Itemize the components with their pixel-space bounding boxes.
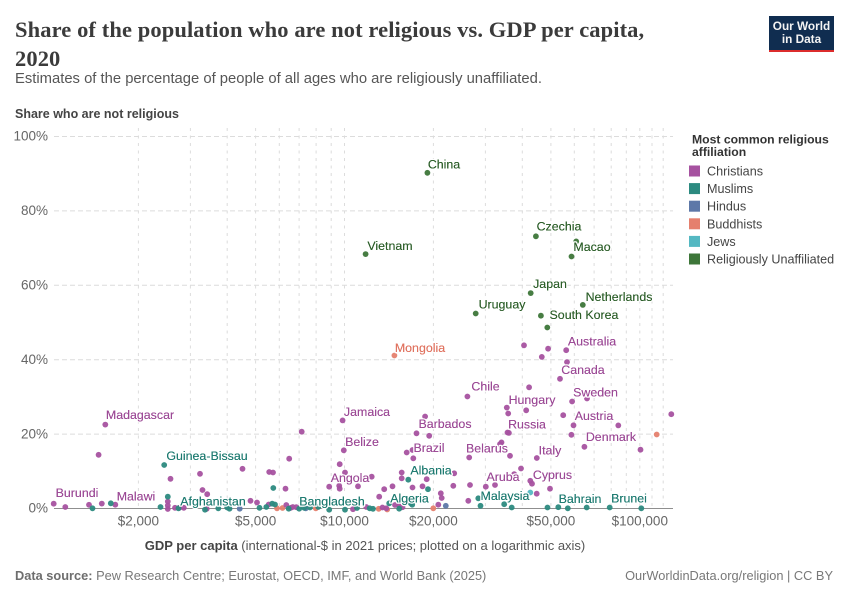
svg-text:Italy: Italy — [539, 444, 563, 458]
svg-text:Aruba: Aruba — [486, 470, 519, 484]
svg-text:Bahrain: Bahrain — [559, 492, 602, 506]
svg-text:Christians: Christians — [707, 165, 763, 179]
svg-text:Mongolia: Mongolia — [395, 341, 445, 355]
svg-text:Angola: Angola — [331, 471, 370, 485]
svg-text:Afghanistan: Afghanistan — [180, 495, 246, 509]
svg-text:Brazil: Brazil — [414, 441, 445, 455]
svg-text:Japan: Japan — [533, 277, 567, 291]
svg-text:Russia: Russia — [508, 418, 546, 432]
svg-text:Malawi: Malawi — [117, 490, 156, 504]
svg-text:Cyprus: Cyprus — [533, 468, 572, 482]
svg-text:Cyprus: Cyprus — [533, 468, 572, 482]
svg-text:Bangladesh: Bangladesh — [299, 495, 365, 509]
svg-text:$10,000: $10,000 — [320, 514, 369, 529]
svg-text:Netherlands: Netherlands — [586, 290, 653, 304]
svg-text:Guinea-Bissau: Guinea-Bissau — [166, 449, 247, 463]
svg-text:Algeria: Algeria — [390, 492, 429, 506]
svg-text:Italy: Italy — [539, 444, 563, 458]
svg-text:Brazil: Brazil — [414, 441, 445, 455]
svg-text:Austria: Austria — [575, 409, 614, 423]
svg-text:Netherlands: Netherlands — [586, 290, 653, 304]
svg-text:Algeria: Algeria — [390, 492, 429, 506]
svg-text:Russia: Russia — [508, 418, 546, 432]
svg-text:Muslims: Muslims — [707, 182, 753, 196]
svg-text:Most common religious: Most common religious — [692, 133, 829, 147]
svg-text:Mongolia: Mongolia — [395, 341, 445, 355]
svg-text:Vietnam: Vietnam — [367, 239, 412, 253]
svg-text:Vietnam: Vietnam — [367, 239, 412, 253]
svg-text:Jamaica: Jamaica — [344, 405, 390, 419]
svg-text:Denmark: Denmark — [586, 430, 637, 444]
svg-text:Barbados: Barbados — [418, 417, 471, 431]
svg-text:Malawi: Malawi — [117, 490, 156, 504]
svg-text:Hungary: Hungary — [509, 393, 557, 407]
svg-text:China: China — [428, 157, 460, 171]
svg-text:Australia: Australia — [568, 335, 616, 349]
svg-text:China: China — [428, 157, 460, 171]
svg-text:South Korea: South Korea — [550, 308, 619, 322]
svg-text:Canada: Canada — [561, 363, 605, 377]
svg-text:$5,000: $5,000 — [235, 514, 276, 529]
svg-text:Madagascar: Madagascar — [106, 408, 174, 422]
svg-text:Belize: Belize — [345, 435, 379, 449]
svg-text:Malaysia: Malaysia — [481, 489, 530, 503]
svg-text:Jews: Jews — [707, 235, 736, 249]
svg-text:Bahrain: Bahrain — [559, 492, 602, 506]
svg-text:Malaysia: Malaysia — [481, 489, 530, 503]
svg-text:GDP per capita (international-: GDP per capita (international-$ in 2021 … — [145, 538, 586, 553]
svg-text:$2,000: $2,000 — [118, 514, 159, 529]
svg-text:Angola: Angola — [331, 471, 370, 485]
svg-text:Uruguay: Uruguay — [479, 297, 527, 311]
svg-text:Bangladesh: Bangladesh — [299, 495, 365, 509]
svg-text:Sweden: Sweden — [573, 386, 618, 400]
svg-text:Denmark: Denmark — [586, 430, 637, 444]
svg-text:Guinea-Bissau: Guinea-Bissau — [166, 449, 247, 463]
svg-text:Czechia: Czechia — [537, 220, 582, 234]
svg-text:0%: 0% — [28, 501, 48, 516]
svg-text:20%: 20% — [21, 426, 48, 441]
svg-text:Chile: Chile — [471, 380, 499, 394]
svg-text:60%: 60% — [21, 278, 48, 293]
svg-text:80%: 80% — [21, 203, 48, 218]
svg-text:40%: 40% — [21, 352, 48, 367]
svg-text:Czechia: Czechia — [537, 220, 582, 234]
svg-text:$100,000: $100,000 — [612, 514, 668, 529]
svg-text:Hungary: Hungary — [509, 393, 557, 407]
svg-text:Madagascar: Madagascar — [106, 408, 174, 422]
svg-text:Afghanistan: Afghanistan — [180, 495, 246, 509]
svg-text:Burundi: Burundi — [56, 486, 99, 500]
svg-text:Macao: Macao — [573, 240, 610, 254]
svg-text:Brunei: Brunei — [611, 492, 647, 506]
svg-text:Belize: Belize — [345, 435, 379, 449]
svg-text:Macao: Macao — [573, 240, 610, 254]
svg-text:Albania: Albania — [410, 464, 451, 478]
svg-text:100%: 100% — [13, 129, 48, 144]
svg-text:Buddhists: Buddhists — [707, 217, 762, 231]
svg-text:Aruba: Aruba — [486, 470, 519, 484]
svg-text:Burundi: Burundi — [56, 486, 99, 500]
svg-text:affiliation: affiliation — [692, 145, 746, 159]
svg-text:Canada: Canada — [561, 363, 605, 377]
svg-text:Uruguay: Uruguay — [479, 297, 527, 311]
svg-text:Australia: Australia — [568, 335, 616, 349]
svg-text:Chile: Chile — [471, 380, 499, 394]
svg-text:Albania: Albania — [410, 464, 451, 478]
svg-text:Belarus: Belarus — [466, 442, 508, 456]
svg-text:Jamaica: Jamaica — [344, 405, 390, 419]
svg-text:$50,000: $50,000 — [526, 514, 575, 529]
svg-text:Hindus: Hindus — [707, 200, 746, 214]
svg-text:$20,000: $20,000 — [409, 514, 458, 529]
svg-text:Religiously Unaffiliated: Religiously Unaffiliated — [707, 253, 834, 267]
svg-text:Belarus: Belarus — [466, 442, 508, 456]
svg-text:Sweden: Sweden — [573, 386, 618, 400]
svg-text:South Korea: South Korea — [550, 308, 619, 322]
svg-text:Barbados: Barbados — [418, 417, 471, 431]
svg-text:Japan: Japan — [533, 277, 567, 291]
svg-text:Austria: Austria — [575, 409, 614, 423]
svg-text:Brunei: Brunei — [611, 492, 647, 506]
